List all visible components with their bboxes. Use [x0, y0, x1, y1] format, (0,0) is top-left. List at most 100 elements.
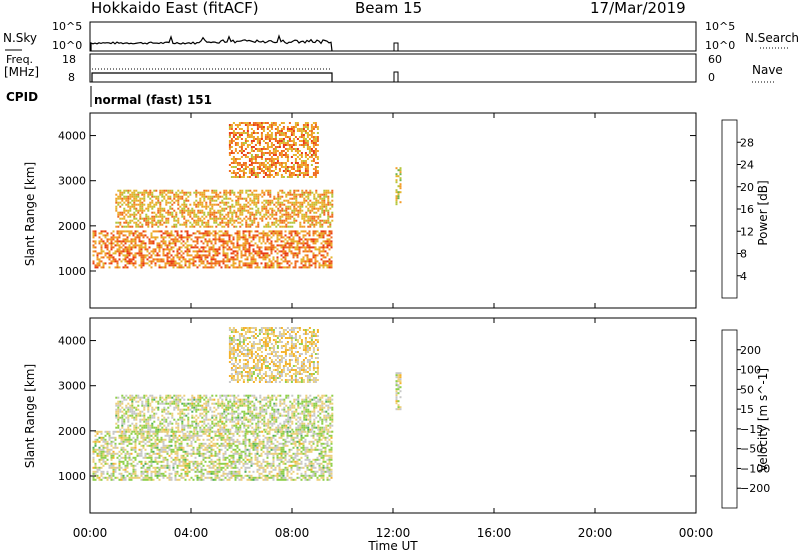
range-cell [268, 254, 271, 257]
range-cell [274, 174, 277, 176]
range-cell [202, 478, 205, 481]
range-cell [148, 260, 151, 263]
range-cell [298, 150, 301, 152]
range-cell [290, 128, 293, 130]
range-cell [152, 442, 155, 445]
range-cell [319, 215, 322, 218]
range-cell [260, 236, 263, 239]
range-cell [242, 450, 245, 453]
range-cell [262, 230, 265, 233]
range-cell [230, 152, 233, 154]
range-cell [176, 450, 179, 453]
range-cell [284, 136, 287, 138]
range-cell [124, 240, 127, 243]
range-cell [308, 250, 311, 253]
range-cell [282, 432, 285, 435]
range-cell [243, 217, 246, 220]
range-cell [326, 432, 329, 435]
range-cell [100, 466, 103, 469]
range-cell [224, 476, 227, 479]
range-cell [138, 440, 141, 443]
range-cell [270, 452, 273, 455]
range-cell [110, 440, 113, 443]
range-cell [329, 225, 332, 228]
range-cell [276, 472, 279, 475]
range-cell [246, 128, 249, 130]
range-cell [225, 221, 228, 224]
range-cell [264, 468, 267, 471]
range-cell [177, 221, 180, 224]
range-cell [126, 440, 129, 443]
range-cell [108, 254, 111, 257]
range-cell [200, 478, 203, 481]
range-cell [184, 472, 187, 475]
range-cell [104, 476, 107, 479]
range-cell [165, 211, 168, 214]
range-cell [172, 448, 175, 451]
range-cell [106, 472, 109, 475]
range-cell [154, 452, 157, 455]
range-cell [166, 258, 169, 261]
range-cell [130, 258, 133, 261]
range-cell [260, 242, 263, 245]
range-cell [116, 248, 119, 251]
range-cell [278, 458, 281, 461]
range-cell [94, 240, 97, 243]
range-cell [156, 470, 159, 473]
range-cell [94, 450, 97, 453]
range-cell [233, 191, 236, 194]
range-cell [228, 132, 231, 134]
range-cell [247, 217, 250, 220]
range-cell [234, 160, 237, 162]
range-cell [272, 468, 275, 471]
range-cell [248, 144, 251, 146]
range-cell [100, 470, 103, 473]
range-cell [224, 254, 227, 257]
range-cell [286, 434, 289, 437]
range-cell [254, 430, 257, 433]
range-cell [144, 262, 147, 265]
range-cell [260, 252, 263, 255]
range-cell [290, 132, 293, 134]
range-cell [253, 199, 256, 202]
range-cell [139, 215, 142, 218]
range-cell [286, 236, 289, 239]
range-cell [255, 211, 258, 214]
range-cell [256, 136, 259, 138]
range-cell [120, 472, 123, 475]
range-cell [293, 205, 296, 208]
range-cell [160, 460, 163, 463]
range-cell [234, 266, 237, 269]
range-cell [325, 221, 328, 224]
range-cell [114, 476, 117, 479]
range-cell [317, 207, 320, 210]
range-cell [306, 250, 309, 253]
range-cell [192, 448, 195, 451]
range-cell [291, 201, 294, 204]
range-cell [153, 205, 156, 208]
range-cell [246, 242, 249, 245]
range-cell [248, 136, 251, 138]
range-cell [137, 191, 140, 194]
range-cell [180, 238, 183, 241]
range-cell [122, 238, 125, 241]
range-cell [229, 189, 232, 192]
range-cell [252, 168, 255, 170]
range-cell [258, 164, 261, 166]
range-cell [254, 160, 257, 162]
range-cell [96, 266, 99, 269]
range-cell [228, 142, 231, 144]
range-cell [280, 476, 283, 479]
range-cell [222, 252, 225, 255]
range-cell [230, 138, 233, 140]
range-cell [399, 177, 402, 180]
range-cell [257, 193, 260, 196]
range-cell [268, 136, 271, 138]
range-cell [246, 258, 249, 261]
range-cell [286, 440, 289, 443]
range-cell [218, 456, 221, 459]
range-cell [209, 199, 212, 202]
range-cell [292, 240, 295, 243]
range-cell [196, 432, 199, 435]
range-cell [226, 472, 229, 475]
